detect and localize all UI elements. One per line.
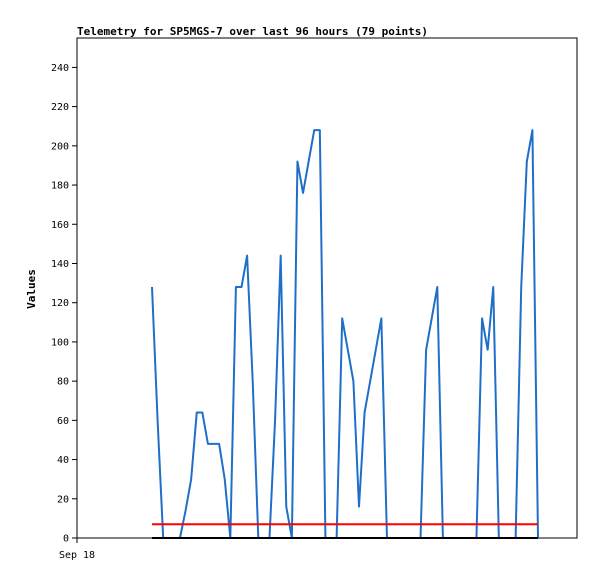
y-axis-tick-label: 240 (51, 63, 69, 74)
y-axis-tick-label: 0 (63, 534, 69, 545)
y-axis-tick-label: 100 (51, 337, 69, 348)
y-axis-tick-label: 200 (51, 141, 69, 152)
y-axis-tick-label: 160 (51, 220, 69, 231)
y-axis-tick-label: 40 (57, 455, 69, 466)
series-group (151, 129, 539, 539)
x-axis-ticks: Sep 18 (59, 538, 95, 561)
y-axis-label: Values (25, 269, 38, 309)
y-axis-tick-label: 20 (57, 494, 69, 505)
y-axis-ticks: 0 20 40 60 80 100 120 140 160 180 200 220 240 (51, 63, 77, 545)
y-axis-tick-label: 140 (51, 259, 69, 270)
y-axis-tick-label: 80 (57, 377, 69, 388)
x-axis-tick-label: Sep 18 (59, 550, 95, 561)
y-axis-tick-label: 180 (51, 181, 69, 192)
y-axis-tick-label: 60 (57, 416, 69, 427)
y-axis-tick-label: 120 (51, 298, 69, 309)
y-axis-tick-label: 220 (51, 102, 69, 113)
chart-title: Telemetry for SP5MGS-7 over last 96 hour… (77, 25, 428, 38)
